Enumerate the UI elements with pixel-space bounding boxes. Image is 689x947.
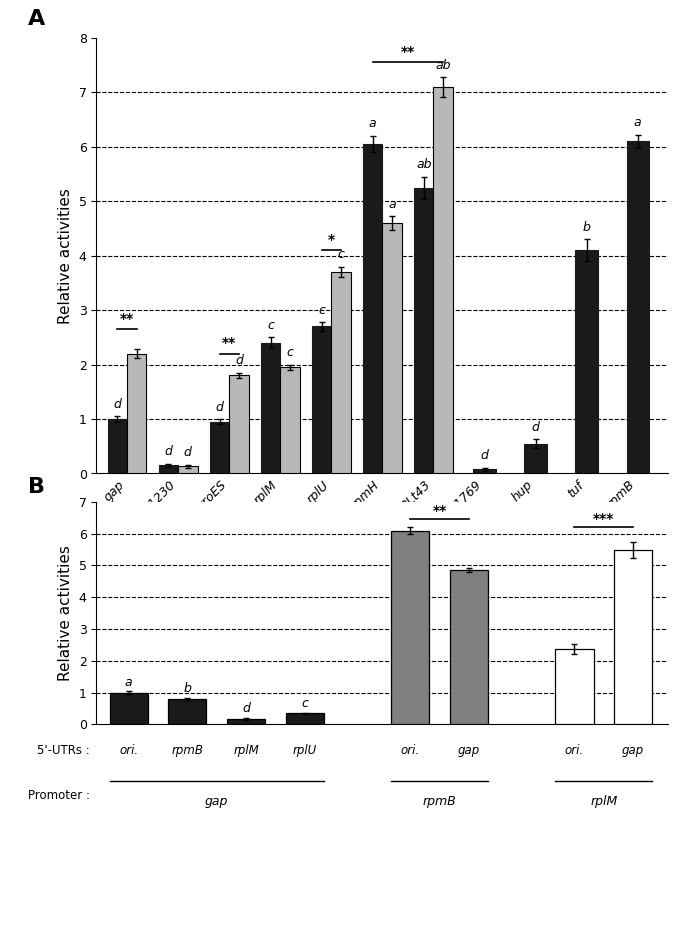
Bar xyxy=(331,272,351,474)
Bar xyxy=(473,469,495,474)
Text: rplM: rplM xyxy=(233,744,259,758)
Bar xyxy=(127,353,147,474)
Text: B: B xyxy=(28,477,45,497)
Y-axis label: Relative activities: Relative activities xyxy=(58,188,73,324)
Text: ori.: ori. xyxy=(565,744,584,758)
Text: d: d xyxy=(480,449,489,462)
Y-axis label: Relative activities: Relative activities xyxy=(58,545,73,681)
Bar xyxy=(433,87,453,474)
Text: 5'-UTRs :: 5'-UTRs : xyxy=(37,744,90,758)
Text: d: d xyxy=(242,703,250,715)
Bar xyxy=(626,141,649,474)
Bar xyxy=(280,367,300,474)
Bar xyxy=(391,530,429,724)
Bar xyxy=(450,570,488,724)
Text: rplU: rplU xyxy=(293,744,317,758)
Bar xyxy=(555,649,593,724)
Text: a: a xyxy=(389,198,396,211)
Bar xyxy=(168,699,207,724)
Text: b: b xyxy=(583,221,590,234)
Text: ori.: ori. xyxy=(119,744,138,758)
Text: rpmB: rpmB xyxy=(172,744,203,758)
Text: a: a xyxy=(369,117,376,131)
Bar xyxy=(524,443,547,474)
Bar xyxy=(382,223,402,474)
Text: *: * xyxy=(328,233,335,247)
Bar xyxy=(286,713,324,724)
Bar xyxy=(575,250,598,474)
Text: rplM: rplM xyxy=(590,795,617,809)
Bar xyxy=(227,719,265,724)
Bar xyxy=(178,467,198,474)
Text: a: a xyxy=(634,116,641,130)
Text: **: ** xyxy=(433,504,446,518)
Bar xyxy=(414,188,433,474)
Text: b: b xyxy=(183,682,192,695)
Text: d: d xyxy=(235,354,243,367)
Text: gap: gap xyxy=(205,795,228,809)
Text: rpmB: rpmB xyxy=(423,795,456,809)
Text: A: A xyxy=(28,9,45,29)
Text: ab: ab xyxy=(416,158,431,171)
Bar xyxy=(614,549,652,724)
Text: **: ** xyxy=(401,45,415,59)
Text: c: c xyxy=(318,304,325,316)
Text: **: ** xyxy=(120,312,134,326)
Text: **: ** xyxy=(222,336,236,350)
Text: ab: ab xyxy=(435,59,451,72)
Text: d: d xyxy=(184,446,192,459)
Bar xyxy=(261,343,280,474)
Bar xyxy=(363,144,382,474)
Text: d: d xyxy=(216,401,223,414)
Text: d: d xyxy=(532,420,539,434)
Bar xyxy=(229,375,249,474)
Text: c: c xyxy=(267,319,274,331)
Text: c: c xyxy=(287,347,294,359)
Bar xyxy=(210,421,229,474)
Text: a: a xyxy=(125,676,132,688)
Text: gap: gap xyxy=(457,744,480,758)
Text: c: c xyxy=(301,697,308,710)
Text: ***: *** xyxy=(593,511,615,526)
Bar xyxy=(312,327,331,474)
Bar xyxy=(107,419,127,474)
Bar xyxy=(110,692,147,724)
Bar xyxy=(158,465,178,474)
Text: Promoter :: Promoter : xyxy=(28,789,90,802)
X-axis label: Target genes: Target genes xyxy=(333,527,432,542)
Text: ori.: ori. xyxy=(401,744,420,758)
Text: gap: gap xyxy=(622,744,644,758)
Text: c: c xyxy=(338,248,344,261)
Text: d: d xyxy=(165,445,172,458)
Text: d: d xyxy=(114,398,121,411)
